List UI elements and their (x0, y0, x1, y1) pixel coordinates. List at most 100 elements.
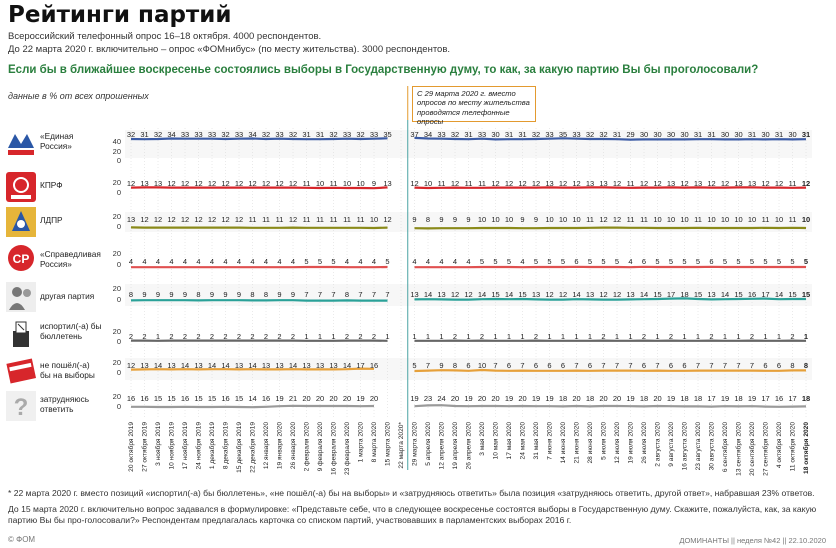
data-label: 7 (426, 361, 430, 370)
data-label: 7 (655, 361, 659, 370)
label-ldpr: ЛДПР (40, 215, 63, 225)
x-tick-label: 9 февраля 2020 (317, 422, 324, 472)
series-line (414, 136, 807, 141)
data-label: 31 (140, 130, 148, 139)
data-label: 13 (545, 179, 553, 188)
data-label: 2 (142, 332, 146, 341)
x-tick-label: 26 июля 2020 (641, 422, 648, 464)
y-tick-label: 0 (117, 222, 121, 231)
y-tick-label: 0 (117, 368, 121, 377)
data-label: 10 (667, 215, 675, 224)
data-label: 8 (804, 361, 808, 370)
x-tick-label: 22 декабря 2019 (249, 422, 257, 473)
data-label: 11 (249, 215, 257, 224)
data-label: 5 (547, 257, 551, 266)
data-label: 2 (291, 332, 295, 341)
data-label: 5 (412, 361, 416, 370)
data-label: 2 (534, 332, 538, 341)
data-label: 10 (491, 215, 499, 224)
data-label: 15 (235, 394, 243, 403)
data-label: 2 (480, 332, 484, 341)
x-tick-label: 24 мая 2020 (520, 422, 527, 460)
data-label: 4 (345, 257, 349, 266)
data-label: 16 (262, 394, 270, 403)
data-label: 4 (628, 257, 632, 266)
data-label: 32 (599, 130, 607, 139)
x-tick-label: 9 августа 2020 (668, 422, 675, 467)
series-line (414, 226, 807, 230)
data-label: 20 (572, 394, 580, 403)
data-label: 11 (303, 179, 311, 188)
data-label: 11 (789, 179, 797, 188)
data-label: 16 (748, 290, 756, 299)
data-label: 30 (680, 130, 688, 139)
data-label: 14 (289, 361, 297, 370)
data-label: 10 (505, 215, 513, 224)
data-label: 14 (775, 290, 783, 299)
data-label: 2 (183, 332, 187, 341)
series-line (414, 368, 806, 373)
data-label: 12 (464, 290, 472, 299)
data-label: 8 (129, 290, 133, 299)
data-label: 35 (559, 130, 567, 139)
data-label: 2 (669, 332, 673, 341)
data-label: 12 (194, 179, 202, 188)
data-label: 13 (140, 361, 148, 370)
data-label: 2 (237, 332, 241, 341)
data-label: 11 (330, 215, 338, 224)
data-label: 7 (736, 361, 740, 370)
data-label: 4 (426, 257, 430, 266)
data-label: 7 (372, 290, 376, 299)
data-label: 32 (586, 130, 594, 139)
data-label: 19 (464, 394, 472, 403)
data-label: 5 (304, 257, 308, 266)
data-label: 5 (480, 257, 484, 266)
data-label: 2 (169, 332, 173, 341)
data-label: 12 (262, 179, 270, 188)
data-label: 5 (682, 257, 686, 266)
data-label: 11 (465, 179, 473, 188)
data-label: 31 (748, 130, 756, 139)
data-label: 9 (412, 215, 416, 224)
data-label: 13 (140, 179, 148, 188)
data-label: 7 (628, 361, 632, 370)
data-label: 8 (196, 290, 200, 299)
data-label: 15 (518, 290, 526, 299)
data-label: 5 (723, 257, 727, 266)
data-label: 6 (547, 361, 551, 370)
data-label: 13 (694, 179, 702, 188)
y-tick-label: 20 (113, 358, 121, 367)
data-label: 14 (154, 361, 162, 370)
label-spoil: испортил(-а) бы бюллетень (40, 321, 102, 341)
data-label: 11 (276, 215, 284, 224)
data-label: 20 (491, 394, 499, 403)
y-tick-label: 0 (117, 337, 121, 346)
data-label: 5 (534, 257, 538, 266)
x-tick-label: 12 января 2020 (263, 422, 270, 469)
data-label: 14 (424, 290, 432, 299)
data-label: 9 (169, 290, 173, 299)
data-label: 30 (734, 130, 742, 139)
data-label: 19 (721, 394, 729, 403)
data-label: 14 (181, 361, 189, 370)
data-label: 31 (707, 130, 715, 139)
data-label: 12 (289, 179, 297, 188)
x-tick-label: 10 мая 2020 (493, 422, 500, 460)
data-label: 5 (615, 257, 619, 266)
data-label: 8 (264, 290, 268, 299)
x-tick-label: 30 августа 2020 (709, 422, 716, 471)
data-label: 12 (640, 179, 648, 188)
x-tick-label: 15 декабря 2019 (235, 422, 243, 473)
data-label: 20 (316, 394, 324, 403)
data-label: 15 (734, 290, 742, 299)
data-label: 1 (777, 332, 781, 341)
data-label: 18 (680, 290, 688, 299)
data-label: 4 (196, 257, 200, 266)
data-label: 6 (574, 257, 578, 266)
data-label: 5 (736, 257, 740, 266)
data-label: 14 (248, 394, 256, 403)
data-label: 5 (331, 257, 335, 266)
data-label: 5 (750, 257, 754, 266)
data-label: 19 (667, 394, 675, 403)
data-label: 8 (453, 361, 457, 370)
